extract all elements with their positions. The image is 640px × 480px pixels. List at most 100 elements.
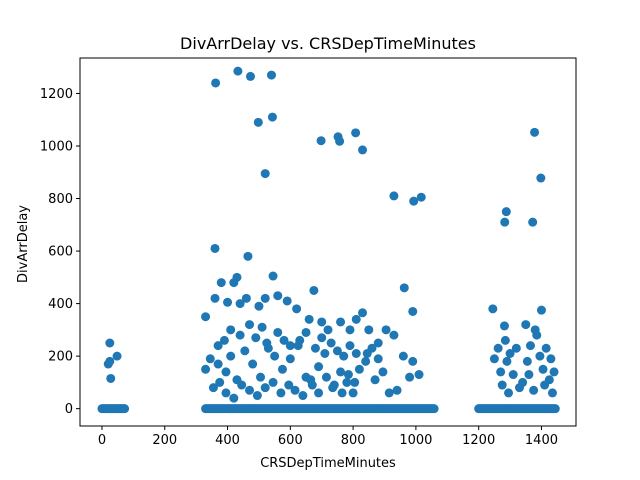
zero-band-point: [550, 404, 560, 414]
scatter-point: [514, 383, 524, 393]
scatter-point: [384, 388, 394, 398]
scatter-point: [260, 383, 270, 393]
scatter-point: [226, 351, 236, 361]
x-tick-label: 0: [98, 433, 106, 448]
scatter-point: [373, 354, 383, 364]
scatter-point: [399, 283, 409, 293]
scatter-point: [105, 356, 115, 366]
scatter-point: [235, 330, 245, 340]
scatter-point: [405, 372, 415, 382]
scatter-point: [408, 356, 418, 366]
scatter-point: [409, 196, 419, 206]
scatter-point: [306, 375, 316, 385]
scatter-point: [496, 367, 506, 377]
scatter-point: [414, 370, 424, 380]
x-axis-title: CRSDepTimeMinutes: [260, 456, 396, 471]
scatter-point: [351, 349, 361, 358]
scatter-point: [219, 335, 229, 345]
y-tick-label: 1200: [40, 87, 73, 102]
scatter-point: [373, 338, 383, 348]
scatter-point: [345, 325, 355, 335]
x-tick-label: 1000: [399, 433, 432, 448]
scatter-point: [317, 333, 327, 343]
scatter-point: [314, 362, 324, 372]
scatter-point: [267, 112, 277, 122]
scatter-point: [211, 78, 221, 88]
scatter-point: [392, 385, 402, 395]
chart-title: DivArrDelay vs. CRSDepTimeMinutes: [180, 34, 476, 53]
scatter-point: [493, 343, 503, 353]
scatter-point: [350, 377, 360, 387]
scatter-point: [332, 346, 342, 356]
scatter-point: [273, 327, 283, 337]
scatter-point: [213, 359, 223, 369]
scatter-point: [208, 383, 218, 393]
scatter-point: [335, 136, 345, 146]
scatter-point: [243, 251, 253, 261]
scatter-point: [511, 343, 521, 353]
scatter-point: [389, 191, 399, 201]
scatter-point: [505, 349, 515, 358]
scatter-point: [549, 367, 559, 377]
scatter-point: [364, 325, 374, 335]
scatter-point: [201, 364, 211, 374]
scatter-point: [257, 322, 267, 332]
scatter-point: [381, 325, 391, 335]
y-tick-label: 200: [48, 350, 73, 365]
y-tick-label: 400: [48, 297, 73, 312]
scatter-point: [285, 341, 295, 351]
scatter-point: [321, 372, 331, 382]
scatter-point: [276, 388, 286, 398]
scatter-point: [254, 301, 264, 311]
axes-ticks: 0 200 400 600 800 1000 1200 1400 0 200 400 600 800 10…: [40, 87, 558, 448]
scatter-point: [339, 351, 349, 361]
plot-frame: [79, 57, 577, 427]
scatter-point: [295, 335, 305, 345]
scatter-point: [310, 343, 320, 353]
scatter-point: [540, 380, 550, 390]
scatter-point: [210, 293, 220, 303]
scatter-point: [245, 320, 255, 330]
scatter-point: [240, 346, 250, 356]
scatter-point: [309, 285, 319, 295]
scatter-point: [268, 377, 278, 387]
scatter-point: [232, 272, 242, 282]
scatter-point: [525, 341, 535, 351]
scatter-point: [290, 385, 300, 395]
x-tick-label: 400: [215, 433, 240, 448]
scatter-point: [361, 356, 371, 366]
scatter-point: [216, 278, 226, 288]
scatter-point: [499, 321, 509, 331]
y-tick-label: 800: [48, 192, 73, 207]
scatter-point: [378, 367, 388, 377]
scatter-point: [345, 341, 355, 351]
scatter-point: [348, 388, 358, 398]
scatter-point: [279, 335, 289, 345]
zero-band-point: [120, 404, 130, 414]
scatter-point: [337, 388, 347, 398]
scatter-point: [241, 293, 251, 303]
x-tick-label: 600: [278, 433, 303, 448]
scatter-point: [351, 314, 361, 324]
scatter-point: [106, 373, 116, 383]
scatter-point: [266, 70, 276, 80]
scatter-point: [536, 173, 546, 183]
scatter-point: [253, 117, 263, 127]
x-tick-label: 1400: [525, 433, 558, 448]
scatter-point: [201, 312, 211, 322]
scatter-point: [105, 338, 115, 348]
scatter-point: [370, 375, 380, 385]
scatter-point: [260, 293, 270, 303]
scatter-point: [326, 338, 336, 348]
scatter-point: [358, 308, 368, 318]
x-tick-label: 1200: [462, 433, 495, 448]
scatter-point: [336, 317, 346, 327]
scatter-point: [530, 127, 540, 137]
scatter-point: [245, 71, 255, 81]
scatter-point: [536, 305, 546, 315]
scatter-point: [298, 391, 308, 401]
scatter-point: [252, 391, 262, 401]
scatter-point: [273, 291, 283, 301]
